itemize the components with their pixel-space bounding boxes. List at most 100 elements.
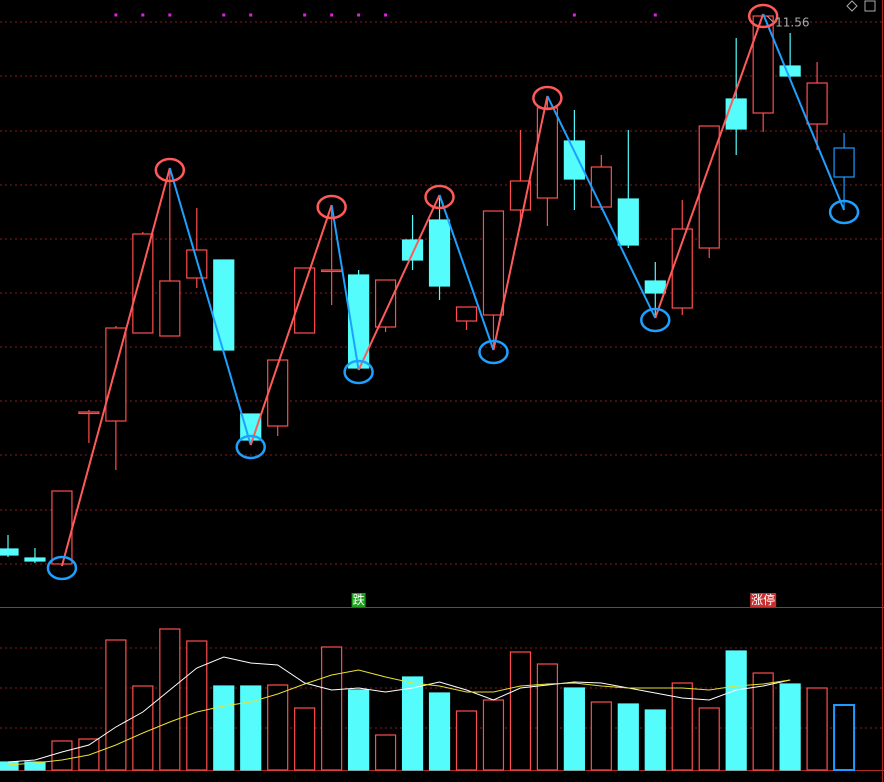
volume-bar: [752, 672, 774, 771]
low-circle: [235, 434, 266, 460]
volume-bar: [401, 676, 424, 771]
signal-dot: [357, 13, 361, 17]
diamond-icon[interactable]: [846, 0, 858, 12]
candle-body: [0, 548, 19, 556]
volume-bar: [779, 683, 801, 771]
candle-body: [563, 140, 585, 180]
zigzag-segment: [330, 204, 360, 371]
volume-bar: [644, 709, 666, 771]
signal-dot: [384, 13, 388, 17]
signal-dot: [141, 13, 145, 17]
candle-body: [24, 557, 46, 562]
tag-background: [351, 593, 366, 607]
volume-bar: [186, 640, 208, 771]
volume-bar: [51, 740, 73, 771]
candle-body: [132, 233, 154, 334]
candle-body: [159, 280, 181, 337]
high-circle: [316, 194, 347, 220]
signal-dot: [330, 13, 334, 17]
signal-dot: [114, 13, 118, 17]
volume-bar: [374, 734, 397, 771]
tag-label: 涨停: [751, 592, 775, 607]
candle-body: [374, 279, 397, 328]
volume-bar: [240, 685, 262, 771]
volume-bar: [590, 701, 612, 771]
high-circle: [747, 3, 779, 29]
signal-dot: [572, 13, 576, 17]
candle-body: [240, 413, 262, 441]
signal-dot: [303, 13, 307, 17]
volume-bar: [105, 639, 127, 771]
zigzag-segment: [438, 194, 495, 351]
volume-ma-line: [7, 656, 791, 763]
candle-body: [833, 147, 855, 178]
candle-body: [806, 82, 828, 125]
candle-body: [213, 259, 235, 351]
candle-body: [51, 490, 73, 565]
zigzag-segment: [546, 95, 657, 319]
volume-bar: [267, 684, 289, 771]
tag-label: 跌: [353, 592, 365, 607]
volume-bar: [348, 689, 370, 771]
candle-body: [428, 219, 451, 287]
candle-body: [617, 198, 639, 246]
candle-body: [267, 359, 289, 427]
volume-bar: [698, 707, 720, 771]
tag-background: [750, 593, 777, 607]
candle-body: [321, 269, 343, 273]
candle-body: [455, 306, 478, 322]
low-circle: [46, 555, 78, 581]
signal-dot: [222, 13, 226, 17]
low-circle: [828, 199, 860, 225]
zigzag-segment: [357, 194, 441, 371]
volume-bar: [455, 710, 478, 771]
low-circle: [343, 359, 374, 385]
volume-bar: [24, 761, 46, 771]
candle-body: [698, 125, 720, 249]
volume-ma-line: [7, 669, 791, 766]
signal-dot: [168, 13, 172, 17]
volume-bar: [536, 663, 559, 771]
low-circle: [640, 307, 671, 333]
volume-bar: [617, 703, 639, 771]
candle-body: [536, 107, 559, 199]
candle-body: [644, 280, 666, 294]
volume-bar: [806, 687, 828, 771]
candle-body: [78, 411, 100, 415]
signal-dot: [653, 13, 657, 17]
volume-bar: [482, 699, 505, 771]
high-circle: [424, 184, 455, 210]
candle-body: [294, 267, 316, 334]
volume-bar: [0, 761, 19, 771]
volume-bar: [428, 692, 451, 771]
high-circle: [154, 157, 186, 183]
candle-body: [725, 98, 747, 130]
max-label: 11.56: [775, 16, 809, 30]
candle-body: [779, 65, 801, 77]
volume-bar: [159, 628, 181, 771]
volume-bar: [294, 707, 316, 771]
zigzag-segment: [168, 167, 252, 446]
zigzag-segment: [60, 167, 171, 567]
signal-dot: [249, 13, 253, 17]
window-icon[interactable]: [864, 0, 876, 12]
candle-body: [401, 239, 424, 261]
candle-body: [186, 249, 208, 279]
volume-bar: [671, 682, 693, 771]
volume-bar: [563, 687, 585, 771]
volume-bar: [509, 651, 532, 771]
max-pointer: [766, 15, 774, 23]
volume-bar: [833, 704, 856, 771]
volume-bar: [725, 650, 747, 771]
zigzag-segment: [492, 95, 549, 351]
zigzag-segment: [654, 13, 765, 319]
zigzag-segment: [762, 13, 845, 211]
high-circle: [532, 85, 563, 111]
volume-bar: [132, 685, 154, 771]
zigzag-segment: [249, 204, 333, 446]
volume-bar: [213, 685, 235, 771]
volume-bar: [321, 646, 343, 771]
low-circle: [478, 339, 509, 365]
